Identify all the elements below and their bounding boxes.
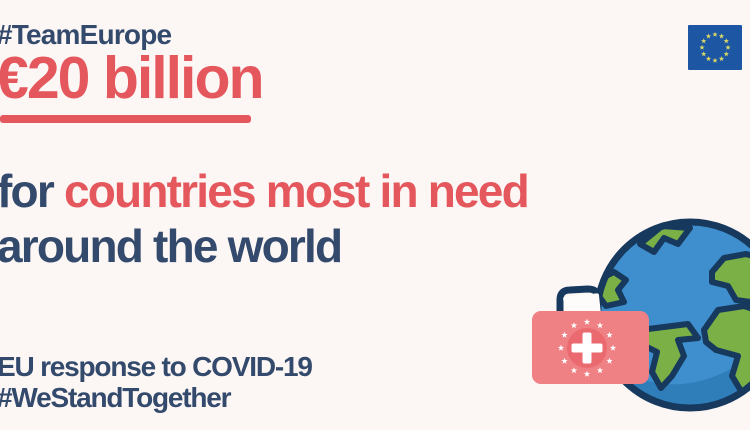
globe-illustration [532, 218, 750, 412]
headline-line2: around the world [0, 220, 343, 272]
headline-line1: for countries most in need [0, 164, 530, 219]
headline-prefix: for [0, 165, 55, 217]
headline: for countries most in need around the wor… [0, 164, 530, 274]
amount-headline: €20 billion [0, 45, 265, 111]
eu-flag-icon [688, 25, 742, 70]
first-aid-kit-icon [532, 285, 649, 384]
red-underline [0, 115, 251, 123]
footer-line1: EU response to COVID-19 [0, 351, 313, 382]
flag-field [688, 25, 742, 70]
headline-highlight: countries most in need [63, 165, 530, 217]
team-europe-hashtag: #TeamEurope [0, 19, 172, 50]
footer-text: EU response to COVID-19 #WeStandTogether [0, 351, 313, 413]
footer-line2: #WeStandTogether [0, 382, 232, 413]
